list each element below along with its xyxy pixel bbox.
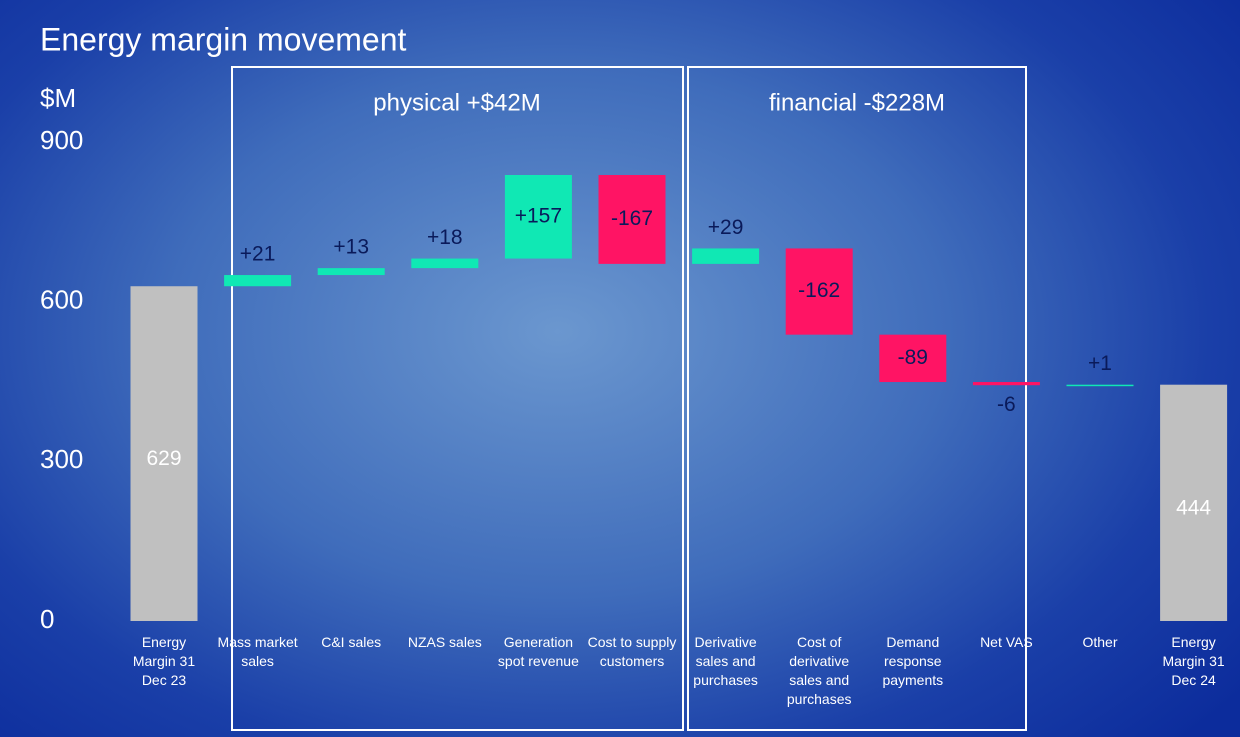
value-label: -89 bbox=[898, 346, 928, 369]
y-tick-label: 900 bbox=[40, 125, 83, 155]
y-tick-label: 300 bbox=[40, 444, 83, 474]
y-tick-label: 0 bbox=[40, 604, 54, 634]
bar bbox=[130, 286, 198, 621]
value-label: +13 bbox=[333, 236, 369, 259]
value-label: +1 bbox=[1088, 352, 1112, 375]
bar bbox=[504, 174, 572, 259]
x-tick-label: Derivative sales and purchases bbox=[693, 634, 758, 688]
bar bbox=[785, 248, 853, 335]
bar bbox=[1066, 384, 1134, 387]
x-tick-label: Net VAS bbox=[980, 634, 1033, 650]
bar bbox=[598, 174, 666, 264]
x-tick-label: Other bbox=[1082, 634, 1118, 650]
value-label: 629 bbox=[146, 447, 181, 470]
chart-title: Energy margin movement bbox=[40, 21, 406, 57]
value-label: +29 bbox=[708, 216, 744, 239]
bar bbox=[224, 275, 292, 287]
x-tick-label: Generation spot revenue bbox=[497, 634, 579, 669]
value-label: +21 bbox=[240, 243, 276, 266]
x-tick-label: Cost of derivative sales and purchases bbox=[786, 634, 852, 707]
y-tick-label: 600 bbox=[40, 285, 83, 315]
x-tick-label: Energy Margin 31 Dec 24 bbox=[1162, 634, 1225, 688]
bar bbox=[879, 334, 947, 383]
x-tick-label: Energy Margin 31 Dec 23 bbox=[132, 634, 196, 688]
bar bbox=[1160, 384, 1228, 621]
value-label: -6 bbox=[997, 393, 1016, 416]
value-label: +157 bbox=[515, 204, 562, 227]
value-label: 444 bbox=[1176, 496, 1211, 519]
bar bbox=[317, 268, 385, 276]
bar bbox=[411, 258, 479, 269]
x-tick-label: NZAS sales bbox=[407, 634, 482, 650]
bar bbox=[972, 382, 1040, 386]
value-label: +18 bbox=[427, 226, 463, 249]
group-box bbox=[687, 66, 1027, 731]
group-label: physical +$42M bbox=[373, 89, 540, 116]
x-tick-label: Demand response payments bbox=[882, 634, 944, 688]
value-label: -167 bbox=[611, 207, 653, 230]
y-axis-label: $M bbox=[40, 83, 76, 113]
x-tick-label: Mass market sales bbox=[217, 634, 298, 669]
x-tick-label: Cost to supply customers bbox=[587, 634, 677, 669]
group-label: financial -$228M bbox=[769, 89, 945, 116]
group-box bbox=[231, 66, 684, 731]
bar bbox=[692, 248, 760, 264]
x-tick-label: C&I sales bbox=[321, 634, 382, 650]
value-label: -162 bbox=[798, 279, 840, 302]
